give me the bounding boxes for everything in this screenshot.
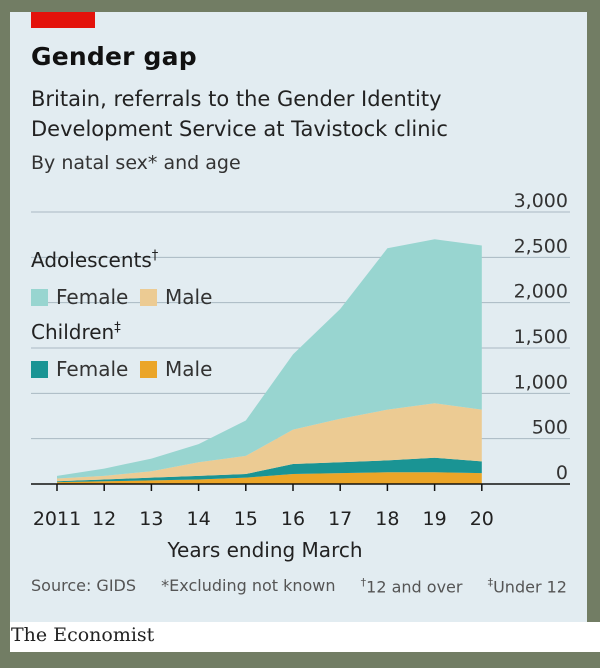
y-tick-label: 1,500 (514, 326, 568, 348)
footnote-under12-text: Under 12 (493, 577, 567, 597)
chart-note: By natal sex* and age (31, 152, 241, 174)
x-tick-label: 14 (187, 508, 211, 530)
area-adolescents-female (57, 239, 482, 479)
legend-adolescent-female: Female (31, 285, 128, 309)
y-tick-label: 3,000 (514, 190, 568, 212)
legend-children-heading: Children‡ (31, 320, 121, 344)
footnote-under-12: ‡Under 12 (488, 576, 567, 596)
swatch-adolescent-female (31, 288, 48, 306)
legend-child-female: Female (31, 357, 128, 381)
x-tick-label: 18 (375, 508, 399, 530)
brand-logo: The Economist (11, 624, 155, 646)
y-tick-labels: 3,000 2,500 2,000 1,500 1,000 500 0 (514, 190, 568, 484)
brand-strip: The Economist (10, 622, 600, 652)
area-children-female (57, 457, 482, 483)
x-tick-label: 20 (470, 508, 494, 530)
y-tick-label: 500 (532, 417, 568, 439)
footnote-12-and-over: †12 and over (361, 576, 463, 596)
source-text: Source: GIDS (31, 576, 137, 595)
x-tick-label: 17 (328, 508, 352, 530)
legend-adolescent-female-label: Female (56, 285, 129, 309)
legend-adolescents-label: Adolescents (31, 248, 152, 272)
brand-red-tag (31, 12, 95, 28)
x-tick-label: 19 (423, 508, 447, 530)
x-tick-label: 2011 (33, 508, 81, 530)
area-children-male (57, 472, 482, 484)
x-tick-label: 15 (234, 508, 258, 530)
swatch-adolescent-male (140, 288, 157, 306)
legend-child-female-label: Female (56, 357, 129, 381)
swatch-child-female (31, 360, 48, 378)
x-axis: 2011 12 13 14 15 16 17 18 19 20 Years ending March (31, 483, 570, 562)
footnote-12-text: 12 and over (366, 577, 463, 597)
y-tick-label: 2,000 (514, 281, 568, 303)
chart-subtitle: Britain, referrals to the Gender Identit… (31, 87, 448, 141)
footnote-excluding: *Excluding not known (161, 576, 336, 595)
legend-children-label: Children (31, 320, 115, 344)
stacked-areas (57, 239, 482, 484)
legend-adolescents-mark: † (151, 248, 159, 264)
x-tick-label: 13 (139, 508, 163, 530)
chart-title: Gender gap (31, 42, 197, 71)
area-adolescents-male (57, 403, 482, 482)
y-tick-label: 0 (556, 462, 568, 484)
swatch-child-male (140, 360, 157, 378)
chart-panel (10, 12, 587, 622)
y-tick-label: 2,500 (514, 235, 568, 257)
legend-adolescent-male: Male (140, 285, 212, 309)
x-tick-label: 16 (281, 508, 305, 530)
legend-adolescent-male-label: Male (165, 285, 213, 309)
footnote-double-dagger: ‡ (487, 576, 494, 589)
footnotes: Source: GIDS *Excluding not known †12 an… (31, 576, 567, 596)
x-axis-title: Years ending March (166, 538, 362, 562)
footnote-dagger: † (360, 576, 367, 589)
legend-child-male: Male (140, 357, 212, 381)
legend-child-male-label: Male (165, 357, 213, 381)
y-tick-label: 1,000 (514, 371, 568, 393)
legend-children-mark: ‡ (114, 320, 121, 336)
legend-adolescents-heading: Adolescents† (31, 248, 158, 272)
x-tick-label: 12 (92, 508, 116, 530)
